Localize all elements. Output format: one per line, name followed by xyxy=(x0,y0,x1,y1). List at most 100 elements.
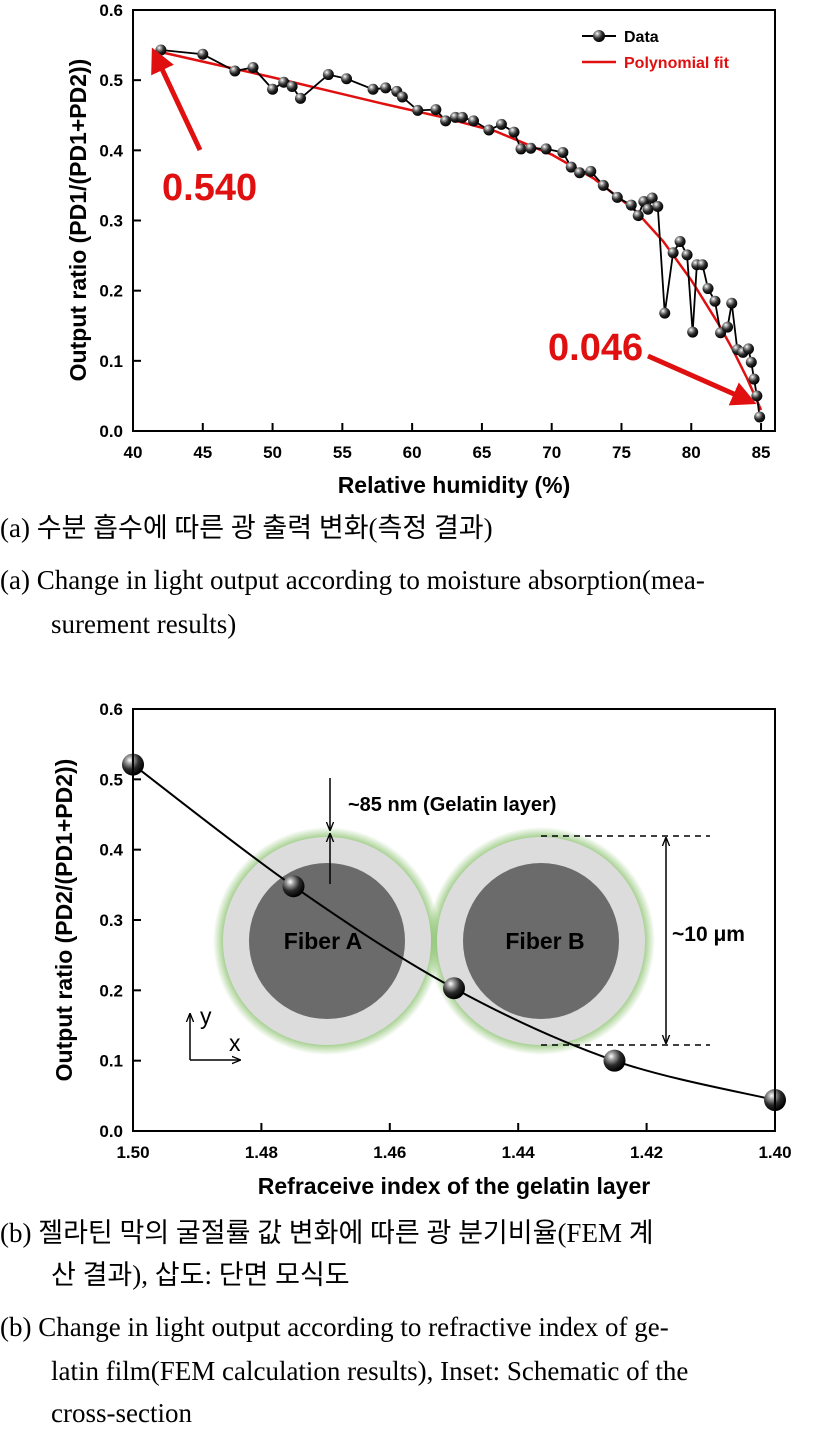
chart-a-data-point xyxy=(468,115,480,127)
chart-b-x-tick-label: 1.46 xyxy=(373,1143,406,1162)
chart-b-y-tick-label: 0.5 xyxy=(99,770,123,789)
chart-a-data-point xyxy=(748,373,760,385)
legend-data-marker xyxy=(593,30,605,42)
chart-a-data-point xyxy=(674,236,686,248)
chart-a-data-point xyxy=(681,249,693,261)
caption-a-english-line2: surement results) xyxy=(51,609,237,639)
chart-a-x-tick-label: 75 xyxy=(612,443,631,462)
annotation-0046-label: 0.046 xyxy=(548,327,643,369)
chart-b-y-tick-label: 0.1 xyxy=(99,1052,123,1071)
chart-a-data-point xyxy=(642,203,654,215)
chart-a-x-tick-label: 55 xyxy=(333,443,352,462)
chart-a-data-line xyxy=(160,49,761,418)
chart-a-data-point xyxy=(396,91,408,103)
chart-a-data-point xyxy=(742,343,754,355)
chart-a-data-point xyxy=(267,83,279,95)
chart-a-y-axis-label: Output ratio (PD1/(PD1+PD2)) xyxy=(65,59,91,382)
fiber-a-core xyxy=(249,863,405,1019)
chart-a-data-point xyxy=(709,295,721,307)
chart-a-plot-frame xyxy=(132,9,776,432)
chart-a-data-point xyxy=(286,80,298,92)
chart-a-y-tick-label: 0.3 xyxy=(99,212,123,231)
chart-b-plot-frame xyxy=(132,708,776,1132)
chart-a-data-point xyxy=(611,191,623,203)
chart-a-x-tick-label: 65 xyxy=(472,443,491,462)
chart-a-data-point xyxy=(525,142,537,154)
chart-b-y-tick-label: 0.6 xyxy=(99,700,123,719)
chart-a-data-point xyxy=(667,247,679,259)
chart-a-data-point xyxy=(278,76,290,88)
chart-a-data-point xyxy=(597,179,609,191)
chart-a-legend: Data Polynomial fit xyxy=(582,29,730,72)
chart-a-data-point xyxy=(341,73,353,85)
caption-b-korean-line2: 산 결과), 삽도: 단면 모식도 xyxy=(51,1260,350,1290)
chart-a-data-point xyxy=(565,161,577,173)
chart-a-y-tick-label: 0.4 xyxy=(99,141,123,160)
chart-a-data-point xyxy=(540,143,552,155)
chart-b-y-tick-label: 0.4 xyxy=(99,841,123,860)
chart-b-y-axis-label: Output ratio (PD2/(PD1+PD2)) xyxy=(51,759,77,1082)
annotation-0540-label: 0.540 xyxy=(162,167,257,209)
chart-a-data-point xyxy=(483,124,495,136)
chart-a-data-point xyxy=(456,111,468,123)
chart-a-data-point xyxy=(745,356,757,368)
chart-a-data-point xyxy=(659,307,671,319)
chart-a-data-point xyxy=(696,259,708,271)
chart-a-x-tick-label: 40 xyxy=(124,443,143,462)
chart-a-x-tick-label: 45 xyxy=(193,443,212,462)
chart-a-x-tick-label: 50 xyxy=(263,443,282,462)
chart-b-x-tick-label: 1.44 xyxy=(502,1143,536,1162)
chart-a-data-point xyxy=(726,297,738,309)
chart-a-data-point xyxy=(440,115,452,127)
fiber-a-label: Fiber A xyxy=(284,928,362,954)
inset-cross-section: Fiber A Fiber B ~85 nm (Gelatin layer) ~… xyxy=(190,778,745,1060)
chart-a-data-point xyxy=(380,82,392,94)
chart-a-data-point xyxy=(412,104,424,116)
annotation-0046-arrow xyxy=(646,353,757,406)
chart-a-x-tick-label: 85 xyxy=(752,443,771,462)
chart-a-y-tick-label: 0.0 xyxy=(99,422,123,441)
caption-a-korean: (a) 수분 흡수에 따른 광 출력 변화(측정 결과) xyxy=(0,513,493,543)
chart-a-y-tick-label: 0.6 xyxy=(99,1,123,20)
chart-a-y-tick-label: 0.2 xyxy=(99,282,123,301)
caption-b-english-line1: (b) Change in light output according to … xyxy=(0,1312,669,1342)
chart-b-x-tick-label: 1.42 xyxy=(630,1143,663,1162)
inset-y-label: y xyxy=(200,1003,212,1029)
chart-a-fit-line xyxy=(160,50,763,411)
chart-a-data-point xyxy=(646,192,658,204)
chart-b-x-tick-label: 1.50 xyxy=(116,1143,149,1162)
chart-a-data-point xyxy=(229,65,241,77)
chart-a-data-point xyxy=(632,210,644,222)
chart-a-data-point xyxy=(754,411,766,423)
chart-b-y-tick-label: 0.2 xyxy=(99,981,123,1000)
chart-a-x-tick-label: 70 xyxy=(542,443,561,462)
chart-a-data-point xyxy=(722,321,734,333)
legend-fit-label: Polynomial fit xyxy=(624,55,730,72)
chart-b-x-tick-label: 1.40 xyxy=(758,1143,791,1162)
chart-a-y-tick-label: 0.5 xyxy=(99,71,123,90)
chart-b-data-point xyxy=(443,977,465,1000)
chart-a-x-axis-label: Relative humidity (%) xyxy=(338,472,571,498)
chart-a-data-point xyxy=(197,48,209,60)
annotation-0540-arrow xyxy=(151,47,203,152)
fiber-b-label: Fiber B xyxy=(505,928,584,954)
legend-data-label: Data xyxy=(624,29,659,46)
chart-a-data-series xyxy=(155,44,766,423)
chart-a-fit-series xyxy=(160,50,763,411)
chart-a-data-point xyxy=(294,92,306,104)
chart-a-data-point xyxy=(687,326,699,338)
fiber-b-core xyxy=(463,863,619,1019)
chart-b-y-tick-label: 0.3 xyxy=(99,911,123,930)
caption-a-english-line1: (a) Change in light output according to … xyxy=(0,565,705,595)
chart-a-data-point xyxy=(751,390,763,402)
chart-a-data-point xyxy=(367,83,379,95)
chart-a-data-point xyxy=(508,126,520,138)
chart-b-data-point xyxy=(603,1049,626,1072)
chart-a-data-point xyxy=(557,146,569,158)
chart-a-data-point xyxy=(625,199,637,211)
chart-a-gridless-axes: 40 45 50 55 60 65 70 75 80 85 0.0 0.1 0.2 0.3 0.4 0.5 0.… xyxy=(99,1,770,462)
chart-b: 1.50 1.48 1.46 1.44 1.42 1.40 0.0 0.1 0.2 0.3 0.4 0… xyxy=(51,700,792,1199)
chart-b-x-tick-label: 1.48 xyxy=(245,1143,278,1162)
chart-a-data-point xyxy=(322,69,334,81)
